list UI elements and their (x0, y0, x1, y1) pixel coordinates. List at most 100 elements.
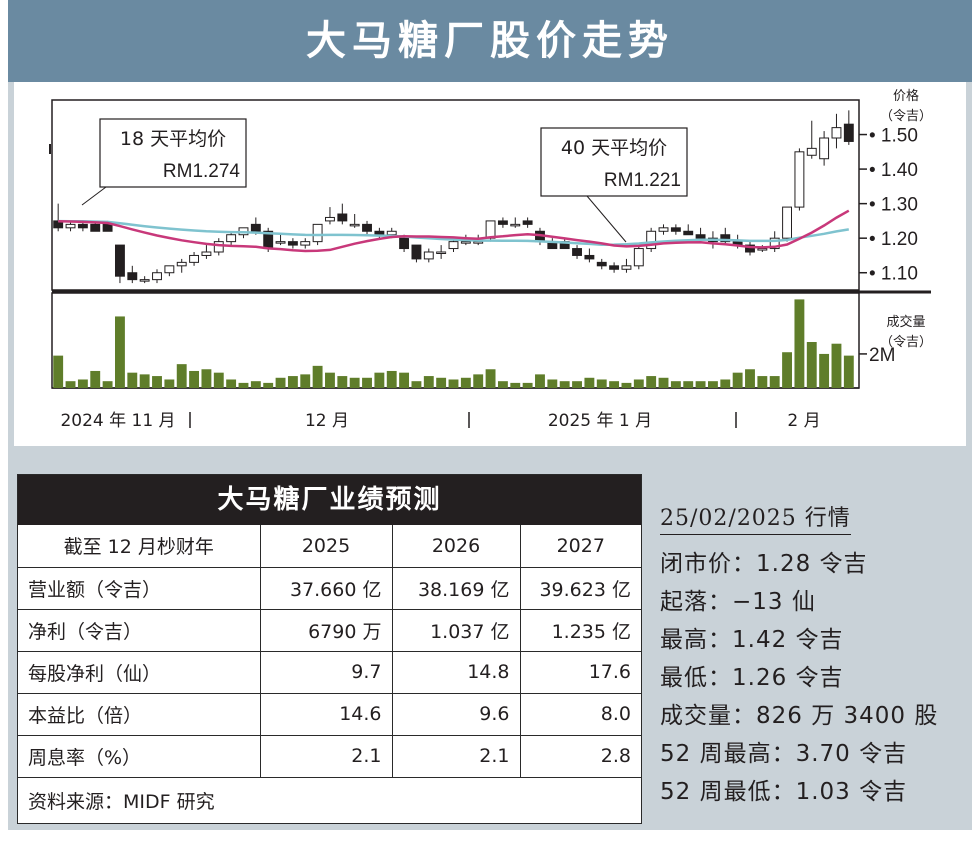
volume-bar (745, 369, 755, 388)
volume-axis-label: 成交量 (886, 314, 925, 330)
candle-body (646, 230, 657, 250)
candle-body (769, 237, 780, 250)
candle-body (65, 223, 76, 229)
x-axis-label: 2 月 (787, 411, 820, 431)
volume-tick-label: 2M (869, 345, 895, 366)
ma18-callout (99, 118, 247, 188)
market-summary: 25/02/2025 行情 闭市价：1.28 令吉 起落：−13 仙 最高：1.… (660, 500, 970, 811)
volume-bar (609, 381, 620, 388)
candle-body (843, 123, 854, 142)
volume-bar (559, 381, 570, 388)
candle-body (497, 220, 508, 225)
source-note: 资料来源：MIDF 研究 (28, 791, 215, 813)
candle-body (325, 216, 335, 222)
candle-body (90, 223, 101, 232)
volume-bar (707, 381, 718, 388)
volume-bar (436, 377, 447, 388)
volume-bar (139, 374, 150, 388)
market-row: 最高：1.42 令吉 (660, 627, 844, 653)
forecast-table: 截至 12 月杪财年 2025 2026 2027 营业额（令吉） 37.660… (18, 525, 641, 778)
title-bar (8, 0, 972, 82)
volume-bar (325, 372, 335, 388)
volume-bars (53, 299, 854, 388)
candle-body (757, 248, 768, 251)
candle-body (794, 151, 805, 208)
candle-body (189, 254, 200, 263)
volume-bar (646, 376, 657, 388)
volume-bar (819, 353, 830, 388)
candle-body (102, 223, 113, 232)
table-cell: 8.0 (519, 692, 641, 736)
volume-bar (386, 370, 397, 388)
volume-bar (658, 377, 669, 388)
ma18-line (58, 209, 850, 253)
candle-body (114, 244, 125, 277)
price-tick-label: • 1.10 (869, 264, 918, 285)
volume-bar (287, 376, 298, 388)
table-header-row: 截至 12 月杪财年 2025 2026 2027 (18, 525, 641, 568)
candle-body (226, 234, 237, 243)
table-cell: 14.6 (259, 692, 393, 736)
candle-body (522, 220, 533, 225)
volume-bar (843, 355, 854, 388)
volume-bar (720, 379, 731, 388)
volume-bar (263, 382, 274, 388)
volume-bar (473, 374, 484, 388)
market-row: 52 周最高：3.70 令吉 (660, 741, 908, 767)
table-cell: 14.8 (391, 650, 521, 694)
table-cell: 6790 万 (259, 608, 393, 652)
candle-body (399, 237, 410, 250)
candle-body (572, 248, 582, 256)
candle-body (287, 241, 298, 246)
ma18-label: 18 天平均价 (120, 128, 226, 150)
candle-body (53, 220, 64, 229)
table-cell: 17.6 (519, 650, 641, 694)
volume-bar (423, 376, 434, 388)
volume-bar (201, 369, 212, 388)
volume-bar (621, 382, 632, 388)
market-row: 闭市价：1.28 令吉 (660, 551, 868, 577)
volume-bar (460, 377, 471, 388)
volume-bar (510, 382, 521, 388)
volume-bar (238, 382, 249, 388)
candle-body (127, 272, 138, 281)
price-tick-label: • 1.30 (869, 195, 918, 216)
ma18-leader (81, 186, 107, 206)
market-row: 成交量：826 万 3400 股 (660, 703, 939, 729)
candle-body (386, 230, 397, 236)
candle-body (448, 241, 459, 250)
table-header-cell: 截至 12 月杪财年 (18, 525, 261, 568)
candle-body (745, 244, 755, 253)
x-axis-label: 2025 年 1 月 (548, 411, 652, 431)
volume-bar (90, 370, 101, 388)
volume-bar (399, 372, 410, 388)
volume-bar (683, 381, 694, 388)
volume-bar (213, 372, 224, 388)
candle-body (176, 261, 187, 267)
candle-body (349, 223, 360, 227)
table-cell: 营业额（令吉） (18, 566, 261, 610)
candle-body (596, 261, 607, 267)
candle-body (485, 220, 496, 239)
candle-body (275, 241, 286, 244)
market-row: 52 周最低：1.03 令吉 (660, 779, 908, 805)
volume-bar (572, 381, 582, 388)
volume-bar (670, 381, 681, 388)
volume-bar (312, 365, 323, 388)
candle-body (250, 223, 261, 232)
volume-bar (411, 381, 422, 388)
price-tick-label: • 1.50 (869, 126, 918, 147)
candle-body (152, 272, 162, 281)
table-row: 净利（令吉） 6790 万 1.037 亿 1.235 亿 (18, 608, 641, 652)
table-cell: 9.7 (259, 650, 393, 694)
candle-body (300, 241, 311, 246)
volume-bar (65, 381, 76, 388)
candles (53, 110, 854, 284)
volume-bar (522, 382, 533, 388)
volume-bar (349, 377, 360, 388)
volume-bar (164, 379, 175, 388)
table-header-cell: 2027 (519, 525, 641, 568)
annotations: 18 天平均价 RM1.274 40 天平均价 RM1.221 (81, 118, 688, 243)
volume-bar (831, 343, 842, 388)
candle-body (436, 251, 447, 254)
